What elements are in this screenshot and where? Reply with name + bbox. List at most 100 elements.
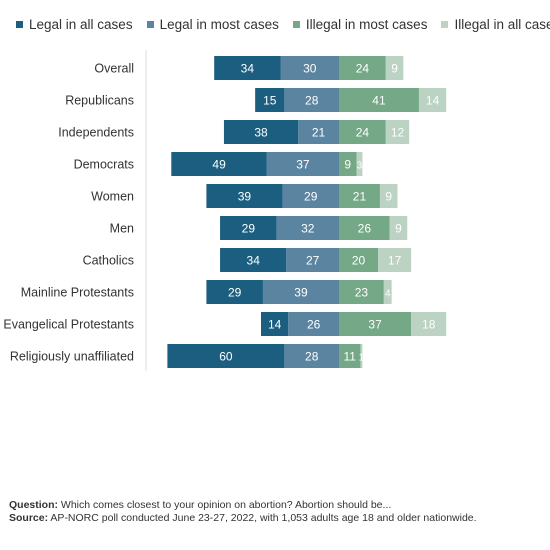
data-label: 39 (238, 190, 252, 204)
bar-segment (171, 152, 267, 176)
data-label: 26 (307, 318, 321, 332)
legend-label: Legal in all cases (29, 16, 133, 32)
data-label: 3 (357, 161, 363, 172)
legend: Legal in all cases Legal in most cases Ill… (16, 14, 550, 34)
data-label: 11 (343, 350, 356, 364)
bar-segment (167, 344, 285, 368)
legend-item-2: Illegal in most cases (292, 16, 428, 32)
bar-segment (282, 184, 339, 208)
category-label: Catholics (83, 254, 134, 268)
bar-segment (206, 280, 263, 304)
bar-segment (339, 152, 357, 176)
bar-segment (284, 88, 339, 112)
category-label: Republicans (65, 94, 134, 108)
legend-item-1: Legal in most cases (146, 16, 279, 32)
data-label: 4 (385, 289, 391, 300)
data-label: 18 (422, 318, 436, 332)
data-label: 27 (306, 254, 320, 268)
category-label: Democrats (74, 158, 134, 172)
source-label: Source: (9, 512, 49, 524)
bar-segment (220, 248, 287, 272)
bar-segment (360, 344, 363, 368)
category-label: Evangelical Protestants (3, 318, 134, 332)
data-label: 37 (296, 158, 310, 172)
bar-segment (223, 120, 299, 144)
legend-item-3: Illegal in all cases (441, 17, 550, 32)
bar-segment (378, 248, 412, 272)
bar-segment (339, 88, 419, 112)
data-label: 1 (359, 353, 365, 364)
question-label: Question: (9, 499, 58, 511)
data-label: 41 (372, 94, 386, 108)
legend-label: Legal in most cases (159, 16, 279, 32)
data-label: 24 (356, 126, 370, 140)
legend-label: Illegal in all cases (454, 16, 550, 32)
bar-segment (255, 88, 285, 112)
data-label: 12 (391, 126, 405, 140)
bar-segment (214, 56, 281, 80)
data-label: 30 (303, 62, 317, 76)
bar-segment (339, 56, 386, 80)
bar-segment (418, 88, 447, 112)
bar-segment (411, 312, 447, 336)
bar-segment (284, 344, 339, 368)
bar-segment (220, 216, 277, 240)
data-label: 20 (352, 254, 366, 268)
data-label: 26 (358, 222, 372, 236)
legend-swatch (16, 20, 23, 28)
data-label: 29 (242, 222, 256, 236)
legend-swatch (292, 20, 300, 28)
data-label: 28 (305, 94, 319, 108)
category-label: Women (91, 190, 134, 204)
category-label: Religiously unaffiliated (10, 350, 134, 364)
data-label: 38 (254, 126, 268, 140)
data-label: 37 (368, 318, 382, 332)
data-label: 34 (247, 254, 261, 268)
bar-segment (339, 184, 380, 208)
data-label: 39 (294, 286, 308, 300)
data-label: 32 (301, 222, 315, 236)
data-label: 9 (395, 222, 402, 236)
source-text: AP-NORC poll conducted June 23-27, 2022,… (48, 512, 477, 524)
bar-segment (389, 216, 408, 240)
data-label: 34 (241, 62, 255, 76)
bar-segment (262, 280, 339, 304)
data-label: 21 (312, 126, 326, 140)
bar-segment (356, 152, 363, 176)
data-label: 14 (268, 318, 282, 332)
bar-segment (383, 280, 392, 304)
data-label: 28 (305, 350, 319, 364)
bar-segment (339, 120, 386, 144)
category-label: Overall (94, 62, 134, 76)
bar-segment (288, 312, 339, 336)
category-label: Mainline Protestants (21, 286, 134, 300)
bar-segment (339, 280, 384, 304)
category-label: Independents (58, 126, 134, 140)
bar-segment (261, 312, 289, 336)
bar-segment (298, 120, 339, 144)
bar-segment (385, 120, 410, 144)
data-label: 17 (388, 254, 402, 268)
bar-segment (276, 216, 339, 240)
legend-swatch (441, 20, 449, 28)
data-label: 15 (263, 94, 277, 108)
bar-segment (280, 56, 339, 80)
legend-label: Illegal in most cases (305, 16, 428, 32)
data-label: 23 (355, 286, 369, 300)
legend-swatch (146, 20, 154, 28)
data-label: 9 (391, 62, 398, 76)
bar-segment (206, 184, 283, 208)
data-label: 29 (228, 286, 242, 300)
source-note: Source: AP-NORC poll conducted June 23-2… (9, 512, 544, 525)
bar-segment (379, 184, 398, 208)
data-label: 9 (344, 158, 351, 172)
data-label: 9 (385, 190, 392, 204)
data-label: 14 (426, 94, 440, 108)
bar-segment (385, 56, 404, 80)
question-note: Question: Which comes closest to your op… (9, 499, 544, 512)
legend-item-0: Legal in all cases (16, 17, 133, 32)
bar-segment (339, 216, 390, 240)
data-label: 60 (219, 350, 233, 364)
bar-segment (286, 248, 339, 272)
